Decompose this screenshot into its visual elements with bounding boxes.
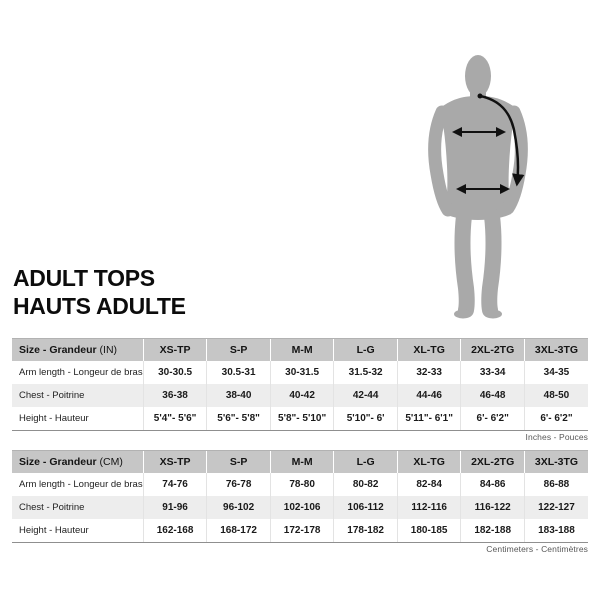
- table-row: Chest - Poitrine 91-96 96-102 102-106 106-11…: [12, 496, 588, 519]
- measurement-value: 112-116: [396, 496, 461, 519]
- size-header-cell: XS-TP: [142, 450, 207, 473]
- measurement-value: 96-102: [206, 496, 271, 519]
- measurement-arrows: [452, 93, 525, 194]
- measurement-value: 44-46: [396, 384, 461, 407]
- size-header-cell: XS-TP: [142, 338, 207, 361]
- measurement-value: 183-188: [523, 519, 588, 543]
- measurement-value: 5'8"- 5'10": [269, 407, 334, 431]
- measurement-value: 84-86: [460, 473, 525, 496]
- measurement-value: 5'6"- 5'8": [206, 407, 271, 431]
- measurement-label: Height - Hauteur: [12, 519, 144, 543]
- size-header-cell: XL-TG: [396, 338, 461, 361]
- measurement-value: 30-31.5: [269, 361, 334, 384]
- measurement-value: 178-182: [333, 519, 398, 543]
- size-header-cell: 3XL-3TG: [523, 338, 588, 361]
- measurement-value: 40-42: [269, 384, 334, 407]
- measurement-value: 5'10"- 6': [333, 407, 398, 431]
- size-unit: (IN): [99, 344, 118, 356]
- measurement-value: 6'- 6'2": [460, 407, 525, 431]
- measurement-value: 48-50: [523, 384, 588, 407]
- measurement-value: 5'11"- 6'1": [396, 407, 461, 431]
- size-label-header: Size - Grandeur (CM): [12, 450, 144, 473]
- measurement-value: 42-44: [333, 384, 398, 407]
- measurement-value: 34-35: [523, 361, 588, 384]
- size-unit: (CM): [99, 456, 123, 468]
- size-header-cell: L-G: [333, 450, 398, 473]
- measurement-value: 162-168: [142, 519, 207, 543]
- size-table-inches: Size - Grandeur (IN) XS-TP S-P M-M L-G XL-TG 2…: [12, 338, 588, 431]
- measurement-value: 172-178: [269, 519, 334, 543]
- size-header-cell: S-P: [206, 338, 271, 361]
- measurement-value: 82-84: [396, 473, 461, 496]
- page-title-en: ADULT TOPS: [13, 265, 155, 291]
- measurement-value: 182-188: [460, 519, 525, 543]
- measurement-value: 102-106: [269, 496, 334, 519]
- measurement-value: 180-185: [396, 519, 461, 543]
- measurement-value: 106-112: [333, 496, 398, 519]
- measurement-value: 80-82: [333, 473, 398, 496]
- measurement-value: 36-38: [142, 384, 207, 407]
- size-header-cell: XL-TG: [396, 450, 461, 473]
- measurement-label: Arm length - Longeur de bras: [12, 361, 144, 384]
- measurement-label: Arm length - Longeur de bras: [12, 473, 144, 496]
- size-header-cell: 3XL-3TG: [523, 450, 588, 473]
- measurement-value: 76-78: [206, 473, 271, 496]
- measurement-value: 168-172: [206, 519, 271, 543]
- body-measurement-figure: [428, 55, 528, 319]
- measurement-label: Chest - Poitrine: [12, 496, 144, 519]
- table-header-row: Size - Grandeur (IN) XS-TP S-P M-M L-G XL-TG 2…: [12, 338, 588, 361]
- size-header-cell: S-P: [206, 450, 271, 473]
- table-row: Arm length - Longeur de bras 30-30.5 30.5-…: [12, 361, 588, 384]
- measurement-value: 6'- 6'2": [523, 407, 588, 431]
- measurement-value: 86-88: [523, 473, 588, 496]
- measurement-value: 30.5-31: [206, 361, 271, 384]
- page-title: ADULT TOPS HAUTS ADULTE: [13, 265, 186, 320]
- size-label-header: Size - Grandeur (IN): [12, 338, 144, 361]
- page-title-fr: HAUTS ADULTE: [13, 292, 186, 319]
- measurement-value: 32-33: [396, 361, 461, 384]
- size-header-cell: 2XL-2TG: [460, 338, 525, 361]
- measurement-label: Chest - Poitrine: [12, 384, 144, 407]
- measurement-value: 30-30.5: [142, 361, 207, 384]
- arm-length-arrow: [479, 94, 525, 187]
- table-row: Height - Hauteur 162-168 168-172 172-178 178…: [12, 519, 588, 543]
- table-row: Arm length - Longeur de bras 74-76 76-78 78…: [12, 473, 588, 496]
- size-header-cell: L-G: [333, 338, 398, 361]
- size-label: Size - Grandeur: [19, 344, 97, 356]
- table-row: Chest - Poitrine 36-38 38-40 40-42 42-44 44-4…: [12, 384, 588, 407]
- measurement-value: 91-96: [142, 496, 207, 519]
- size-header-cell: M-M: [269, 450, 334, 473]
- size-header-cell: 2XL-2TG: [460, 450, 525, 473]
- measurement-value: 46-48: [460, 384, 525, 407]
- size-label: Size - Grandeur: [19, 456, 97, 468]
- measurement-value: 31.5-32: [333, 361, 398, 384]
- measurement-value: 33-34: [460, 361, 525, 384]
- units-note-centimeters: Centimeters - Centimètres: [486, 544, 588, 554]
- measurement-value: 5'4"- 5'6": [142, 407, 207, 431]
- measurement-value: 122-127: [523, 496, 588, 519]
- table-header-row: Size - Grandeur (CM) XS-TP S-P M-M L-G XL-TG 2…: [12, 450, 588, 473]
- measurement-value: 74-76: [142, 473, 207, 496]
- measurement-value: 78-80: [269, 473, 334, 496]
- measurement-value: 116-122: [460, 496, 525, 519]
- units-note-inches: Inches - Pouces: [525, 432, 588, 442]
- size-table-centimeters: Size - Grandeur (CM) XS-TP S-P M-M L-G XL-TG 2…: [12, 450, 588, 543]
- measurement-value: 38-40: [206, 384, 271, 407]
- measurement-label: Height - Hauteur: [12, 407, 144, 431]
- size-header-cell: M-M: [269, 338, 334, 361]
- table-row: Height - Hauteur 5'4"- 5'6" 5'6"- 5'8" 5'8"…: [12, 407, 588, 431]
